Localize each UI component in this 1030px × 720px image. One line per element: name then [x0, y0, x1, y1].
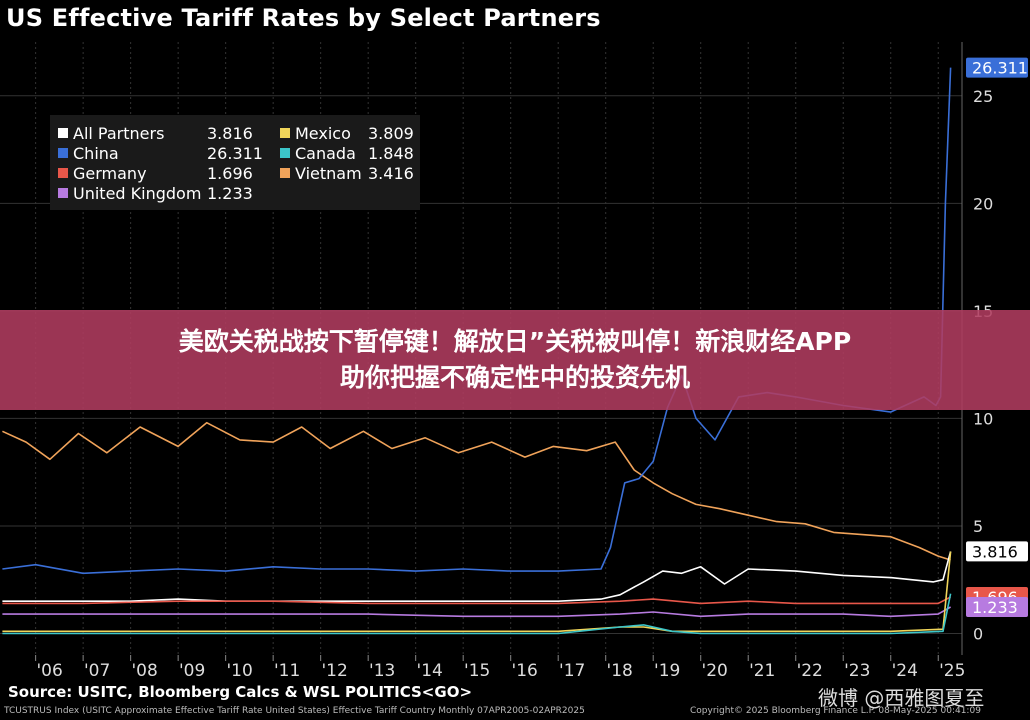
legend-value: 1.848 [368, 144, 414, 163]
y-tick-label: 0 [973, 624, 983, 643]
legend-label: All Partners [73, 124, 164, 143]
series-line-canada [2, 593, 952, 635]
legend-label: Canada [295, 144, 356, 163]
value-label: 1.233 [972, 598, 1018, 617]
legend-value: 1.233 [207, 184, 253, 203]
source-text: Source: USITC, Bloomberg Calcs & WSL POL… [8, 683, 473, 701]
legend-label: Mexico [295, 124, 351, 143]
legend-swatch-mexico [280, 128, 290, 138]
x-tick-label: '20 [702, 661, 728, 680]
legend-label: Germany [73, 164, 147, 183]
x-tick-label: '24 [892, 661, 918, 680]
series-line-united-kingdom [2, 606, 951, 618]
x-tick-label: '16 [512, 661, 538, 680]
legend-swatch-all-partners [58, 128, 68, 138]
value-label-bg [966, 541, 1028, 562]
legend-swatch-germany [58, 168, 68, 178]
value-label-bg [966, 596, 1028, 617]
legend-label: United Kingdom [73, 184, 201, 203]
banner-line-1: 美欧关税战按下暂停键！解放日”关税被叫停！新浪财经APP [178, 327, 852, 356]
x-tick-label: '23 [844, 661, 870, 680]
chart-svg: 0510152025'06'07'08'09'10'11'12'13'14'15… [0, 42, 1028, 680]
legend-value: 3.816 [207, 124, 253, 143]
series-line-germany [2, 596, 951, 605]
series-line-all-partners [2, 551, 952, 603]
x-tick-label: '13 [369, 661, 395, 680]
overlay-banner: 美欧关税战按下暂停键！解放日”关税被叫停！新浪财经APP 助你把握不确定性中的投… [0, 310, 1030, 410]
x-tick-label: '11 [274, 661, 300, 680]
legend-value: 1.696 [207, 164, 253, 183]
legend-box [50, 115, 420, 210]
x-tick-label: '06 [36, 661, 62, 680]
legend-value: 3.416 [368, 164, 414, 183]
x-tick-label: '21 [749, 661, 775, 680]
legend-value: 3.809 [368, 124, 414, 143]
series-line-china [2, 67, 952, 575]
footnote-left: TCUSTRUS Index (USITC Approximate Effect… [4, 706, 585, 716]
chart-footer: Source: USITC, Bloomberg Calcs & WSL POL… [0, 680, 1030, 720]
x-tick-label: '12 [322, 661, 348, 680]
x-tick-label: '17 [559, 661, 585, 680]
x-tick-label: '10 [226, 661, 252, 680]
legend-swatch-vietnam [280, 168, 290, 178]
x-tick-label: '18 [607, 661, 633, 680]
x-tick-label: '14 [417, 661, 443, 680]
y-tick-label: 25 [973, 87, 993, 106]
x-tick-label: '19 [654, 661, 680, 680]
legend-swatch-china [58, 148, 68, 158]
x-tick-label: '15 [464, 661, 490, 680]
footnote-right: Copyright© 2025 Bloomberg Finance L.P. 0… [690, 706, 981, 716]
legend-label: Vietnam [295, 164, 362, 183]
series-line-mexico [2, 551, 952, 633]
value-label: 26.311 [972, 59, 1028, 78]
y-tick-label: 10 [973, 409, 993, 428]
x-tick-label: '07 [84, 661, 110, 680]
x-tick-label: '25 [939, 661, 965, 680]
x-tick-label: '22 [797, 661, 823, 680]
x-tick-label: '08 [131, 661, 157, 680]
legend-value: 26.311 [207, 144, 263, 163]
legend-swatch-united-kingdom [58, 188, 68, 198]
legend-swatch-canada [280, 148, 290, 158]
series-line-vietnam [2, 421, 951, 561]
banner-line-2: 助你把握不确定性中的投资先机 [339, 363, 690, 392]
legend-label: China [73, 144, 119, 163]
watermark: 微博 @西雅图夏至 [818, 686, 985, 710]
value-label-bg [966, 57, 1028, 78]
chart-title: US Effective Tariff Rates by Select Part… [6, 4, 601, 32]
value-label: 3.816 [972, 542, 1018, 561]
y-tick-label: 20 [973, 194, 993, 213]
y-tick-label: 5 [973, 517, 983, 536]
x-tick-label: '09 [179, 661, 205, 680]
